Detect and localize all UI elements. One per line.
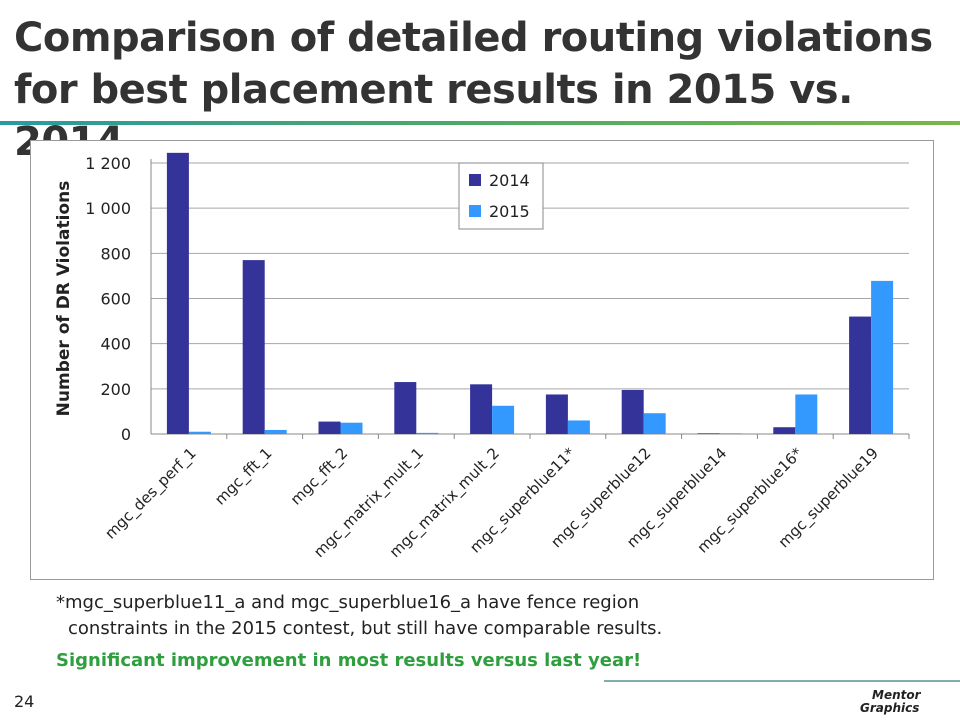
bar-2014-mgc_superblue16* xyxy=(773,427,796,434)
legend-swatch-2015 xyxy=(469,205,481,217)
bar-2015-mgc_matrix_mult_2 xyxy=(492,405,515,434)
bar-2015-mgc_fft_2 xyxy=(340,422,363,434)
bar-2015-mgc_matrix_mult_1 xyxy=(416,432,439,434)
x-tick-label: mgc_fft_1 xyxy=(211,444,276,509)
slide-title-line1: Comparison of detailed routing violation… xyxy=(14,15,933,61)
logo-line2: Graphics xyxy=(860,701,919,715)
bar-2015-mgc_superblue19 xyxy=(871,280,894,434)
x-tick-label: mgc_fft_2 xyxy=(287,444,352,509)
bar-chart: 0 200 400 600 800 1 000 1 200 Number of DR Viol… xyxy=(54,152,910,562)
legend-label-2015: 2015 xyxy=(489,202,530,221)
y-tick-label: 0 xyxy=(121,425,131,444)
bar-2015-mgc_superblue16* xyxy=(795,394,818,434)
bar-2014-mgc_des_perf_1 xyxy=(166,152,189,434)
page-number: 24 xyxy=(14,692,35,711)
bar-2015-mgc_superblue14 xyxy=(719,433,742,434)
y-tick-label: 800 xyxy=(100,244,131,263)
title-divider xyxy=(0,121,960,125)
y-tick-label: 200 xyxy=(100,380,131,399)
footnote: *mgc_superblue11_a and mgc_superblue16_a… xyxy=(56,590,816,642)
y-tick-label: 1 200 xyxy=(85,154,131,173)
bar-2014-mgc_superblue14 xyxy=(697,433,720,434)
footnote-line2: constraints in the 2015 contest, but sti… xyxy=(68,618,663,639)
highlight-text: Significant improvement in most results … xyxy=(56,650,642,671)
y-tick-label: 1 000 xyxy=(85,199,131,218)
y-tick-label: 400 xyxy=(100,335,131,354)
legend-label-2014: 2014 xyxy=(489,171,530,190)
bar-2014-mgc_fft_2 xyxy=(318,421,341,434)
bar-2014-mgc_matrix_mult_1 xyxy=(394,382,417,434)
bar-2015-mgc_des_perf_1 xyxy=(188,431,211,434)
mentor-graphics-logo: Mentor Graphics xyxy=(860,688,922,715)
legend-swatch-2014 xyxy=(469,174,481,186)
slide-title: Comparison of detailed routing violation… xyxy=(14,12,954,168)
bar-2015-mgc_superblue12 xyxy=(643,413,666,434)
slide-title-line2: for best placement results in 2015 vs. 2… xyxy=(14,67,853,165)
bar-2015-mgc_superblue11* xyxy=(567,420,590,434)
bar-2014-mgc_fft_1 xyxy=(242,260,265,434)
y-axis-label: Number of DR Violations xyxy=(54,181,74,417)
bar-2014-mgc_superblue12 xyxy=(621,389,644,434)
bar-2014-mgc_superblue19 xyxy=(849,316,872,434)
bar-2014-mgc_superblue11* xyxy=(545,394,568,434)
chart-frame: 0 200 400 600 800 1 000 1 200 Number of DR Viol… xyxy=(30,140,934,580)
y-tick-label: 600 xyxy=(100,290,131,309)
bar-2014-mgc_matrix_mult_2 xyxy=(470,384,493,434)
footnote-line1: *mgc_superblue11_a and mgc_superblue16_a… xyxy=(56,592,640,613)
footer-divider xyxy=(604,680,960,682)
logo-line1: Mentor xyxy=(872,688,922,702)
bar-2015-mgc_fft_1 xyxy=(264,429,287,434)
x-tick-label: mgc_des_perf_1 xyxy=(101,444,200,543)
